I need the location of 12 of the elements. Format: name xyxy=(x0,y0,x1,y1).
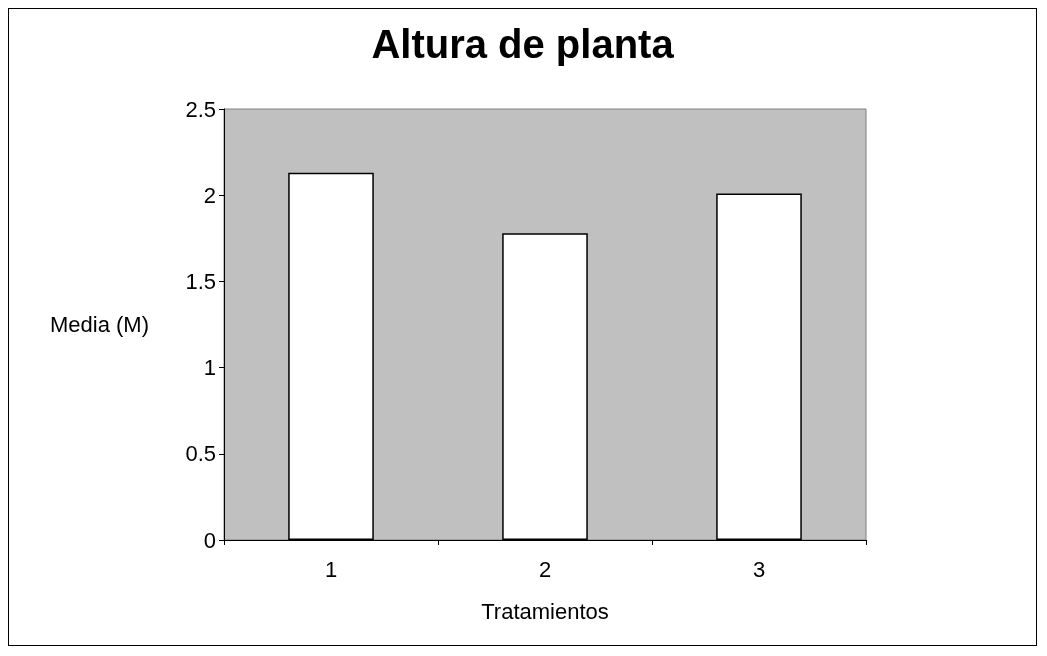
y-tick-label: 2.5 xyxy=(185,96,216,122)
y-tick-label: 1 xyxy=(203,355,216,381)
y-tick-label: 1.5 xyxy=(185,268,216,294)
x-tick-label: 1 xyxy=(324,556,338,582)
y-tick-label: 2 xyxy=(203,182,216,208)
x-axis-title: Tratamientos xyxy=(481,598,609,624)
y-tick-label: 0.5 xyxy=(185,441,216,467)
x-tick-label: 3 xyxy=(752,556,766,582)
y-tick-label: 0 xyxy=(203,527,216,553)
chart-title: Altura de planta xyxy=(371,22,675,66)
x-tick-label: 2 xyxy=(538,556,552,582)
y-axis-title: Media (M) xyxy=(49,312,149,337)
